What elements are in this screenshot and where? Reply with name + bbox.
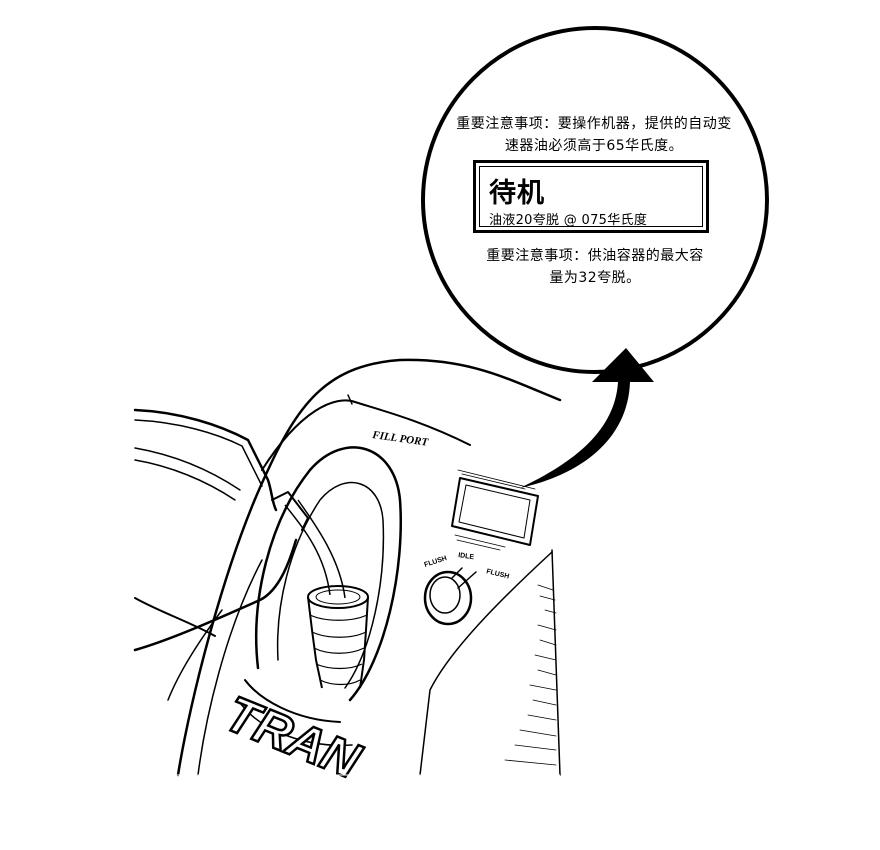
funnel-icon <box>307 585 369 689</box>
fill-port-label: FILL PORT <box>371 429 430 449</box>
knob-icon <box>423 570 473 626</box>
brand-text: TRAN <box>218 685 369 789</box>
important-note-bottom: 重要注意事项：供油容器的最大容 量为32夸脱。 <box>460 245 730 289</box>
knob-label-right: FLUSH <box>486 568 510 580</box>
note-top-line-1: 重要注意事项：要操作机器，提供的自动变 <box>456 116 732 132</box>
jug-icon <box>133 408 309 652</box>
note-bottom-line-2: 量为32夸脱。 <box>549 270 641 286</box>
note-top-line-2: 速器油必须高于65华氏度。 <box>504 138 684 154</box>
knob-label-left: FLUSH <box>423 555 447 569</box>
status-readout: 油液20夸脱 @ 075华氏度 <box>489 213 648 228</box>
knob-label-mid: IDLE <box>458 552 475 561</box>
callout-circle <box>421 26 769 374</box>
arrow-icon <box>520 348 654 488</box>
status-title: 待机 <box>489 178 545 209</box>
note-bottom-line-1: 重要注意事项：供油容器的最大容 <box>486 248 704 264</box>
status-display: 待机 油液20夸脱 @ 075华氏度 <box>473 160 709 233</box>
important-note-top: 重要注意事项：要操作机器，提供的自动变 速器油必须高于65华氏度。 <box>438 113 750 157</box>
status-display-inner-frame: 待机 油液20夸脱 @ 075华氏度 <box>479 166 703 228</box>
